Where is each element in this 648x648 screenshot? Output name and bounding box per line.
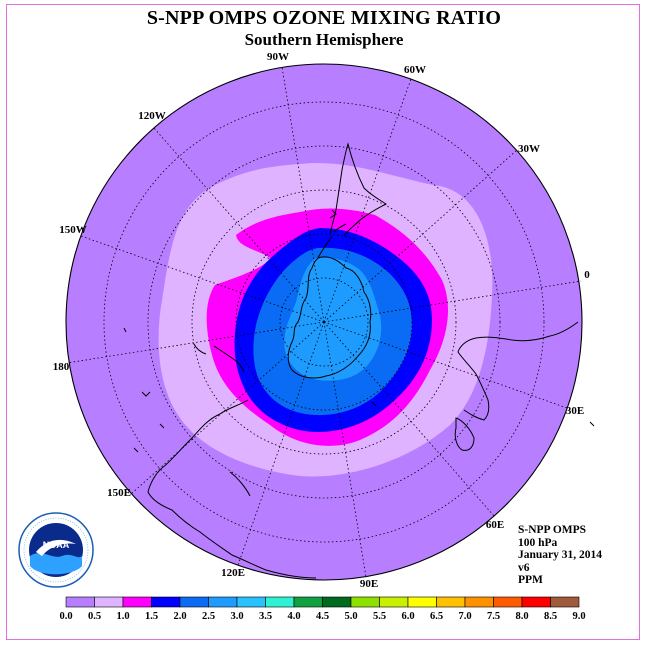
lon-label-150w: 150W [59,224,87,236]
colorbar-tick-label: 5.0 [344,611,357,622]
map-subtitle: Southern Hemisphere [244,30,404,49]
colorbar-tick-label: 2.5 [202,611,215,622]
colorbar-tick-label: 0.0 [59,611,72,622]
colorbar-swatch [521,596,551,608]
colorbar-tick-label: 3.5 [259,611,272,622]
units-label: PPM [518,574,543,586]
colorbar-swatch [407,596,437,608]
colorbar-tick-label: 6.5 [430,611,443,622]
coastlines [123,142,595,579]
graticule [66,66,582,578]
colorbar-tick-label: 1.5 [145,611,158,622]
svg-text:NOAA: NOAA [43,540,70,550]
lon-label-60w: 60W [404,64,426,76]
colorbar-swatch [236,596,266,608]
pressure-level-label: 100 hPa [518,536,558,549]
colorbar-tick-label: 4.5 [316,611,329,622]
plot-frame [6,4,640,640]
colorbar-swatch [179,596,209,608]
australia-coast [147,399,317,579]
lon-label-30e: 30E [566,405,584,417]
colorbar-tick-label: 4.0 [287,611,300,622]
noaa-logo: NOAA [18,512,94,588]
colorbar-swatch [122,596,152,608]
antarctic-peninsula [317,223,347,259]
version-label: v6 [518,561,530,574]
map-boundary [65,63,583,581]
instrument-label: S-NPP OMPS [518,524,587,536]
colorbar-tick-label: 7.0 [458,611,471,622]
colorbar-tick-label: 8.0 [515,611,528,622]
colorbar-tick-label: 6.0 [401,611,414,622]
lon-label-30w: 30W [518,143,540,155]
colorbar-tick-label: 7.5 [487,611,500,622]
date-label: January 31, 2014 [518,549,603,561]
colorbar-swatch [265,596,295,608]
colorbar-tick-label: 9.0 [572,611,585,622]
colorbar-tick-label: 3.0 [230,611,243,622]
antarctica-coast [287,256,372,379]
colorbar-tick-label: 2.0 [173,611,186,622]
colorbar-swatch [208,596,238,608]
lon-label-60e: 60E [486,519,504,531]
lon-label-90e: 90E [360,578,378,590]
lon-label-90w: 90W [267,51,289,63]
colorbar-swatch [550,596,580,608]
colorbar-tick-label: 8.5 [544,611,557,622]
colorbar-swatch [151,596,181,608]
colorbar-swatch [94,596,124,608]
map-title: S-NPP OMPS OZONE MIXING RATIO [146,7,502,29]
colorbar-swatch [436,596,466,608]
colorbar-swatch [493,596,523,608]
colorbar-swatch [293,596,323,608]
colorbar-tick-label: 1.0 [116,611,129,622]
colorbar-swatch [65,596,95,608]
lon-label-120w: 120W [138,110,166,122]
map-info-block: S-NPP OMPS 100 hPa January 31, 2014 v6 P… [518,524,602,587]
lon-label-150e: 150E [107,487,131,499]
lon-label-120e: 120E [221,567,245,579]
colorbar-swatch [379,596,409,608]
colorbar-swatch [322,596,352,608]
lon-label-0: 0 [584,269,590,281]
colorbar-tick-label: 5.5 [373,611,386,622]
lon-label-180: 180 [53,361,70,373]
colorbar-tick-label: 0.5 [88,611,101,622]
africa-coast [457,321,579,421]
field-2-5-3-0 [284,257,382,381]
madagascar-coast [454,417,475,451]
south-america-coast [329,142,387,237]
colorbar-swatch [350,596,380,608]
new-zealand-coast [193,343,245,373]
colorbar-swatch [464,596,494,608]
